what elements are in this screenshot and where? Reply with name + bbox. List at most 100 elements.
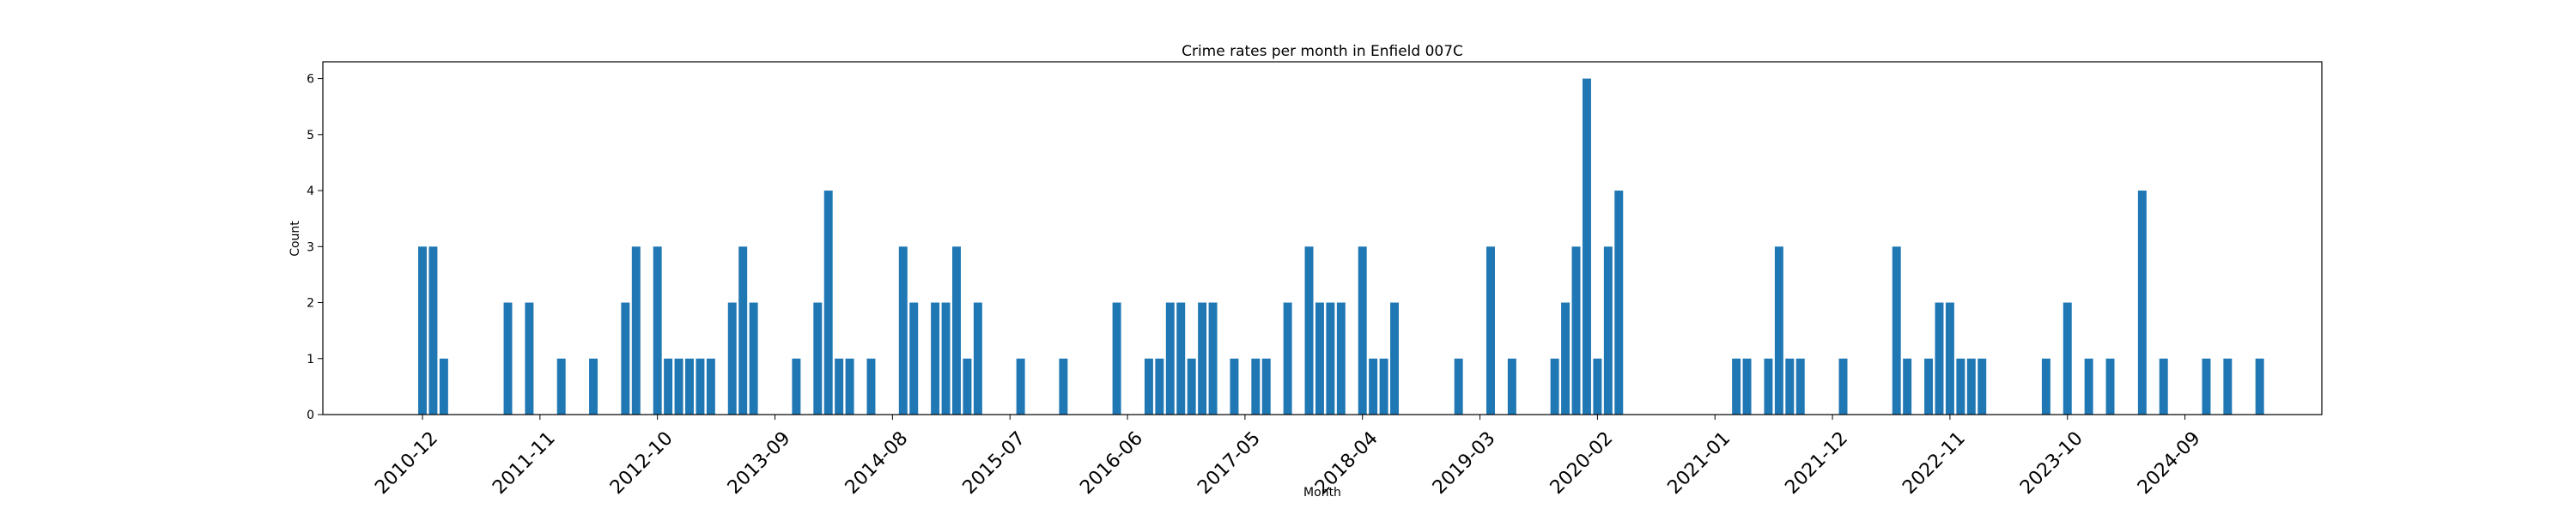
x-tick-label: 2023-10: [2016, 427, 2087, 499]
bar-2011-08: [503, 302, 513, 415]
bar-2018-07: [1390, 302, 1400, 415]
bar-2016-09: [1155, 358, 1164, 415]
bar-2023-02: [1978, 358, 1987, 415]
y-tick-label: 1: [307, 353, 314, 367]
bar-2025-04: [2255, 358, 2264, 415]
bar-2013-06: [738, 246, 748, 415]
x-tick-label: 2021-01: [1664, 427, 1735, 499]
bar-2020-04: [1614, 191, 1624, 415]
bar-2021-03: [1732, 358, 1741, 415]
bar-2016-12: [1187, 358, 1196, 415]
bar-2022-12: [1956, 358, 1965, 415]
x-tick-label: 2022-11: [1899, 427, 1970, 499]
x-tick-label: 2016-06: [1076, 427, 1147, 499]
x-tick-label: 2015-07: [959, 427, 1030, 499]
bar-2020-01: [1582, 78, 1591, 415]
bar-2022-09: [1924, 358, 1934, 415]
y-axis-label: Count: [289, 221, 302, 257]
bar-2012-04: [589, 358, 598, 415]
plot-frame: [322, 61, 2323, 415]
x-tick-label: 2011-11: [489, 427, 560, 499]
bar-2019-04: [1486, 246, 1495, 415]
x-tick-label: 2021-12: [1781, 427, 1852, 499]
chart-title: Crime rates per month in Enfield 007C: [1182, 43, 1463, 60]
bar-2014-10: [909, 302, 919, 415]
bar-2012-11: [664, 358, 673, 415]
bar-2013-07: [749, 302, 758, 415]
bar-2013-05: [727, 302, 737, 415]
bar-2022-06: [1892, 246, 1901, 415]
x-axis: 2010-12 2011-11 2012-10 2013-09 2014-08 2015-…: [371, 415, 2205, 499]
bar-2022-07: [1903, 358, 1912, 415]
x-tick-label: 2019-03: [1429, 427, 1500, 499]
bar-2011-01: [428, 246, 438, 415]
bar-2014-01: [813, 302, 823, 415]
x-tick-label: 2017-05: [1194, 427, 1265, 499]
bar-2019-11: [1561, 302, 1571, 415]
bar-2017-09: [1283, 302, 1292, 415]
bar-2018-06: [1379, 358, 1388, 415]
bar-2014-04: [845, 358, 854, 415]
bar-2021-04: [1742, 358, 1752, 415]
bar-2015-03: [963, 358, 972, 415]
bar-2025-01: [2223, 358, 2233, 415]
bar-2013-03: [706, 358, 715, 415]
x-tick-label: 2013-09: [724, 427, 795, 499]
bar-2023-01: [1966, 358, 1976, 415]
bar-2023-08: [2041, 358, 2050, 415]
bar-2017-11: [1304, 246, 1314, 415]
x-tick-label: 2024-09: [2134, 427, 2205, 499]
y-tick-label: 0: [307, 409, 314, 422]
bar-2015-04: [973, 302, 982, 415]
bar-2013-02: [696, 358, 705, 415]
bar-2020-02: [1593, 358, 1602, 415]
bar-2014-02: [823, 191, 833, 415]
bar-2017-06: [1251, 358, 1261, 415]
bar-2022-01: [1838, 358, 1848, 415]
bar-2012-08: [631, 246, 641, 415]
bar-2021-07: [1774, 246, 1783, 415]
bar-2018-02: [1336, 302, 1346, 415]
bar-2011-10: [525, 302, 534, 415]
bar-2017-02: [1208, 302, 1218, 415]
bar-2019-12: [1571, 246, 1581, 415]
bar-2021-08: [1785, 358, 1795, 415]
bar-2024-11: [2202, 358, 2211, 415]
bar-2015-08: [1016, 358, 1025, 415]
x-tick-label: 2012-10: [606, 427, 677, 499]
bar-2024-05: [2137, 191, 2147, 415]
bar-2014-06: [866, 358, 876, 415]
bar-2015-02: [952, 246, 961, 415]
bar-2019-10: [1550, 358, 1559, 415]
bar-2015-01: [941, 302, 951, 415]
bar-2017-04: [1230, 358, 1239, 415]
bar-2016-11: [1176, 302, 1186, 415]
y-tick-label: 2: [307, 297, 314, 311]
y-axis: 0 1 2 3 4 5 6: [307, 73, 323, 422]
bar-2016-05: [1112, 302, 1121, 415]
bar-2012-10: [653, 246, 662, 415]
bar-2024-07: [2159, 358, 2168, 415]
y-tick-label: 6: [307, 73, 314, 87]
bar-2023-12: [2084, 358, 2093, 415]
bar-2021-09: [1795, 358, 1805, 415]
bar-2014-12: [931, 302, 940, 415]
bar-2014-03: [835, 358, 844, 415]
bar-2017-01: [1198, 302, 1207, 415]
bar-2023-10: [2063, 302, 2072, 415]
bars-group: [418, 78, 2264, 415]
bar-2020-03: [1603, 246, 1613, 415]
bar-2012-12: [674, 358, 683, 415]
x-tick-label: 2014-08: [841, 427, 913, 499]
y-tick-label: 3: [307, 240, 314, 254]
bar-2013-01: [685, 358, 694, 415]
bar-2018-04: [1358, 246, 1367, 415]
bar-2015-12: [1059, 358, 1068, 415]
bar-2017-07: [1261, 358, 1271, 415]
bar-2022-10: [1935, 302, 1944, 415]
bar-2024-02: [2105, 358, 2115, 415]
bar-2018-05: [1369, 358, 1378, 415]
bar-2019-01: [1454, 358, 1463, 415]
bar-2016-08: [1144, 358, 1153, 415]
